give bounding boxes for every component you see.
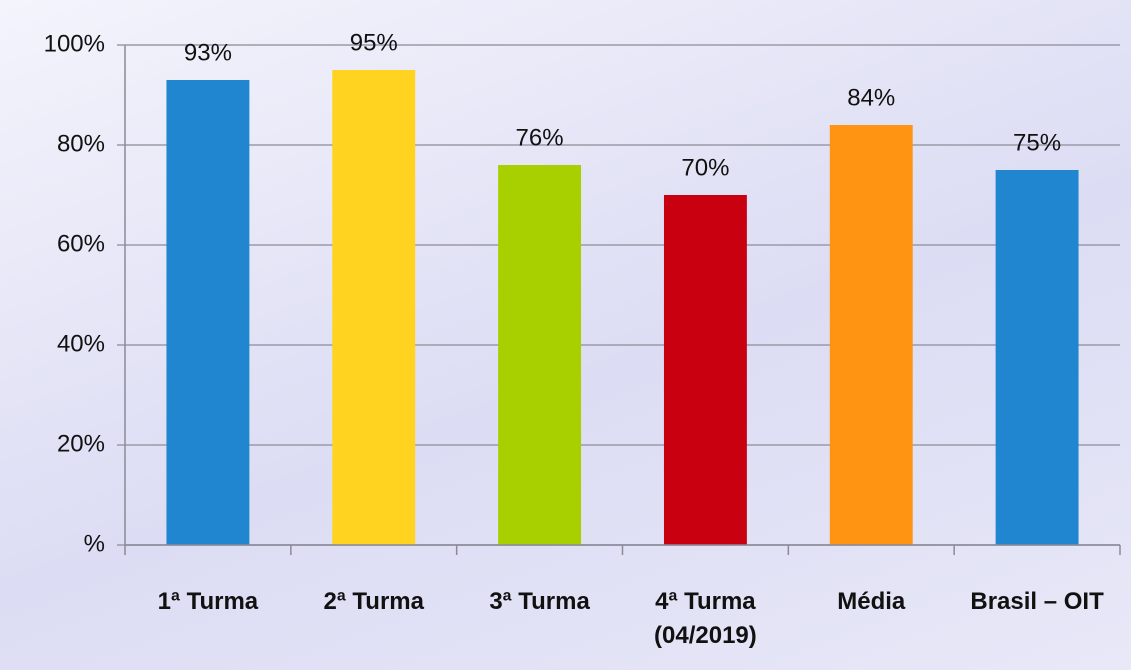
y-tick-label: %	[84, 530, 105, 557]
value-label: 70%	[681, 154, 729, 181]
value-label: 93%	[184, 39, 232, 66]
y-tick-label: 80%	[57, 130, 105, 157]
value-label: 76%	[516, 124, 564, 151]
x-tick-label: 1ª Turma	[157, 588, 259, 615]
bar	[332, 70, 416, 545]
x-tick-label: Média	[837, 588, 906, 615]
x-tick-label: 3ª Turma	[489, 588, 590, 615]
value-label: 95%	[350, 29, 398, 56]
y-tick-label: 20%	[57, 430, 105, 457]
bar	[498, 165, 582, 545]
value-label: 75%	[1013, 129, 1061, 156]
bar	[995, 170, 1079, 545]
bar	[166, 80, 250, 545]
bar	[829, 125, 913, 545]
x-tick-label: 4ª Turma (04/2019)	[654, 588, 757, 649]
x-tick-label: Brasil – OIT	[970, 588, 1104, 615]
bar	[663, 195, 747, 545]
y-tick-label: 40%	[57, 330, 105, 357]
value-label: 84%	[847, 84, 895, 111]
y-tick-label: 60%	[57, 230, 105, 257]
y-tick-label: 100%	[44, 30, 105, 57]
x-tick-label: 2ª Turma	[323, 588, 424, 615]
